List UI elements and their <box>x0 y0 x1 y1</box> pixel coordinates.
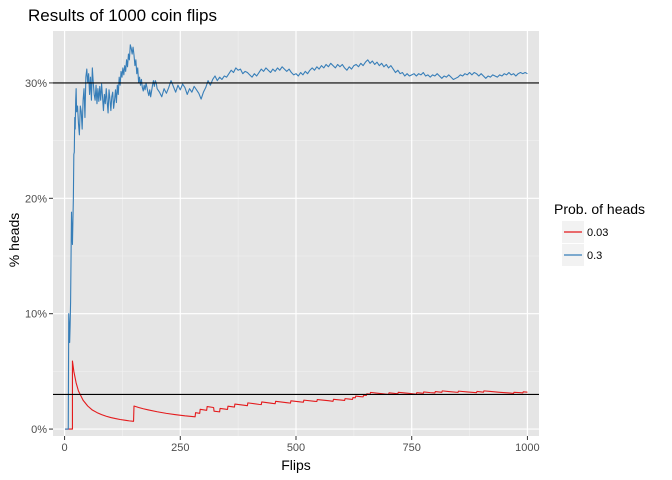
y-tick-label: 0% <box>31 424 47 436</box>
legend-item-0.03: 0.03 <box>562 221 608 243</box>
legend-label: 0.3 <box>587 250 602 262</box>
y-tick-label: 20% <box>25 193 47 205</box>
x-tick-label: 250 <box>171 442 189 454</box>
plot-panel <box>53 31 539 436</box>
series-line-0.3 <box>65 44 528 430</box>
series-line-0.03 <box>65 360 528 430</box>
legend-label: 0.03 <box>587 227 608 239</box>
legend-title: Prob. of heads <box>554 201 645 217</box>
x-tick-label: 1000 <box>515 442 539 454</box>
axes: 0 250 500 750 1000 0% 10% 20% 30% <box>25 78 540 454</box>
y-tick-label: 10% <box>25 309 47 321</box>
x-tick-label: 0 <box>62 442 68 454</box>
x-tick-label: 500 <box>287 442 305 454</box>
legend: Prob. of heads 0.03 0.3 <box>554 201 645 266</box>
y-tick-label: 30% <box>25 78 47 90</box>
x-axis-title: Flips <box>281 457 311 473</box>
legend-item-0.3: 0.3 <box>562 244 602 266</box>
chart-title: Results of 1000 coin flips <box>28 6 217 25</box>
legend-items: 0.03 0.3 <box>562 221 608 266</box>
x-tick-label: 750 <box>403 442 421 454</box>
y-axis-title: % heads <box>6 213 22 267</box>
